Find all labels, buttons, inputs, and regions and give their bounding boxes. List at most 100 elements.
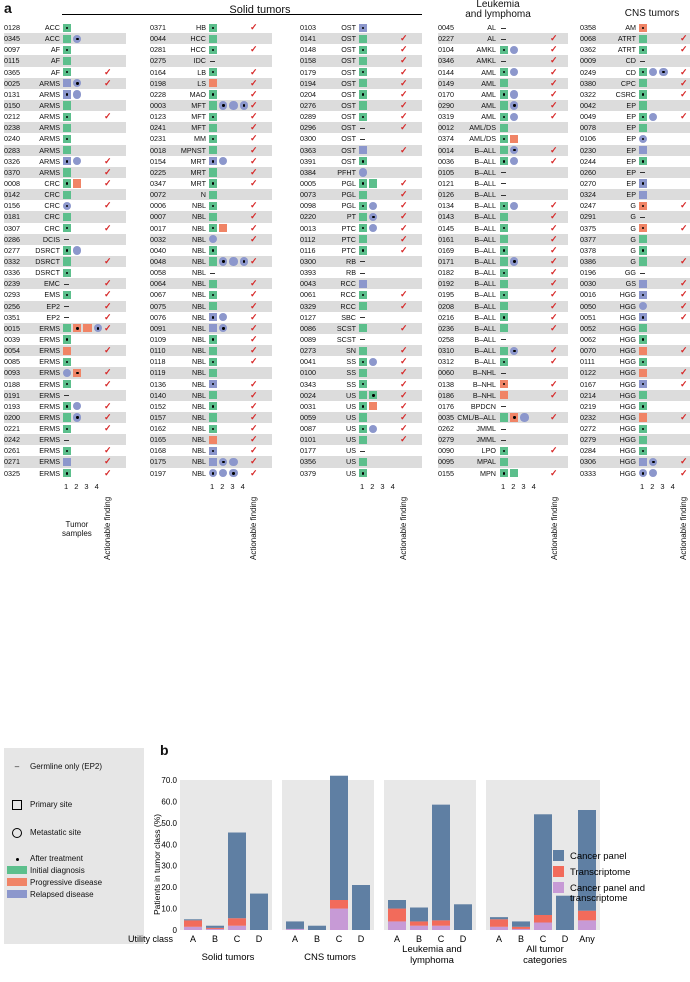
group-title-solid: Solid tumors — [229, 4, 291, 16]
tumor-type: US — [346, 435, 356, 445]
after-treatment-dot — [212, 316, 215, 319]
tumor-type: AML — [481, 67, 496, 77]
actionable-check-icon: ✓ — [250, 133, 258, 144]
sample-row: 0091 NBL ✓ — [150, 322, 272, 335]
sample-cell — [209, 212, 218, 222]
germline-dash — [359, 313, 367, 321]
sample-cell — [510, 257, 519, 266]
tumor-type: ERMS — [39, 446, 60, 456]
sample-id: 0286 — [4, 234, 20, 244]
sample-row: 0003 MFT ✓ — [150, 99, 272, 112]
tumor-type: ACC — [44, 23, 60, 32]
tumor-type: RCC — [340, 301, 356, 311]
after-treatment-dot — [66, 405, 69, 408]
sample-id: 0306 — [580, 457, 596, 467]
sample-row: 0015 ERMS ✓ — [4, 322, 126, 335]
tumor-type: MRT — [190, 178, 206, 188]
sample-cell — [639, 23, 648, 32]
square-icon — [4, 800, 30, 812]
tumor-type: NBL — [192, 312, 206, 322]
after-treatment-dot — [642, 26, 645, 29]
sample-id: 0326 — [4, 156, 20, 166]
tumor-type: OST — [341, 67, 356, 77]
tumor-type: ERMS — [39, 357, 60, 367]
sample-id: 0109 — [150, 334, 166, 344]
sample-row: 0197 NBL ✓ — [150, 468, 272, 479]
actionable-check-icon: ✓ — [680, 367, 688, 378]
sample-id: 0310 — [438, 346, 454, 356]
sample-id: 0230 — [580, 145, 596, 155]
sample-row: 0227 AL ✓ — [438, 33, 568, 45]
sample-id: 0324 — [580, 190, 596, 200]
sample-row: 0182 B–ALL ✓ — [438, 267, 568, 278]
bar-segment — [388, 900, 406, 909]
tumor-type: B–ALL — [474, 223, 496, 233]
after-treatment-dot — [503, 93, 506, 96]
sample-row: 0075 NBL ✓ — [150, 300, 272, 312]
after-treatment-dot — [66, 271, 69, 274]
sample-id: 0148 — [300, 45, 316, 55]
germline-dash — [63, 302, 71, 310]
tumor-type: HB — [196, 23, 206, 32]
after-treatment-dot — [503, 204, 506, 208]
sample-id: 0040 — [150, 245, 166, 255]
sample-cell — [63, 446, 72, 456]
sample-row: 0054 ERMS ✓ — [4, 345, 126, 357]
actionable-check-icon: ✓ — [550, 233, 558, 244]
sample-cell — [500, 302, 509, 311]
tumor-type: AF — [50, 67, 60, 77]
tumor-type: ERMS — [39, 323, 60, 333]
legend-box: – Germline only (EP2) Primary site Metas… — [4, 748, 144, 944]
germline-dash — [500, 436, 508, 444]
actionable-check-icon: ✓ — [400, 189, 408, 200]
bar-segment — [512, 921, 530, 927]
tumor-type: ARMS — [39, 145, 60, 155]
sample-row: 0016 HGG ✓ — [580, 289, 690, 300]
tumor-type: NBL — [192, 457, 206, 467]
after-treatment-dot — [642, 360, 645, 364]
sample-cell — [359, 391, 368, 400]
actionable-check-icon: ✓ — [400, 44, 408, 55]
after-treatment-dot — [362, 427, 365, 430]
sample-id: 0134 — [438, 201, 454, 211]
tumor-type: EP — [626, 190, 636, 200]
legend-primary-label: Primary site — [30, 800, 73, 809]
sample-cell — [639, 324, 648, 333]
tumor-type: HGG — [619, 401, 636, 411]
after-treatment-dot — [222, 104, 225, 107]
sample-id: 0177 — [300, 446, 316, 456]
sample-id: 0075 — [150, 301, 166, 311]
sample-id: 0105 — [438, 167, 454, 177]
actionable-check-icon: ✓ — [104, 300, 112, 311]
after-treatment-dot — [212, 227, 215, 230]
sample-cell — [639, 123, 648, 132]
sample-id: 0275 — [150, 56, 166, 66]
legend-germline: – Germline only (EP2) — [4, 762, 120, 771]
y-tick-label: 50.0 — [161, 819, 177, 828]
legend-primary: Primary site — [4, 800, 72, 812]
tumor-type: MPAL — [476, 457, 496, 467]
tumor-type: HCC — [190, 34, 206, 44]
sample-row: 0273 SN ✓ — [300, 345, 422, 357]
sample-id: 0347 — [150, 178, 166, 188]
y-axis-label: Patients in tumor class (%) — [152, 814, 162, 915]
actionable-check-icon: ✓ — [250, 389, 258, 400]
after-treatment-dot — [212, 71, 215, 74]
sample-cell — [73, 368, 82, 378]
tumor-type: PGL — [341, 190, 356, 200]
actionable-check-icon: ✓ — [550, 322, 558, 333]
sample-cell — [500, 45, 509, 54]
sample-cell — [63, 368, 72, 378]
sample-row: 0276 OST ✓ — [300, 99, 422, 112]
sample-row: 0333 HGG ✓ — [580, 468, 690, 479]
actionable-check-icon: ✓ — [104, 400, 112, 411]
tumor-type: B–ALL — [474, 145, 496, 155]
sample-id: 0204 — [300, 89, 316, 99]
sample-id: 0058 — [150, 268, 166, 278]
actionable-check-icon: ✓ — [550, 244, 558, 255]
sample-row: 0384 PFHT — [300, 166, 422, 179]
panel-b-label: b — [160, 742, 169, 758]
panel-a-label: a — [4, 0, 12, 16]
tumor-type: SCST — [336, 323, 356, 333]
tumor-type: PTC — [341, 245, 356, 255]
